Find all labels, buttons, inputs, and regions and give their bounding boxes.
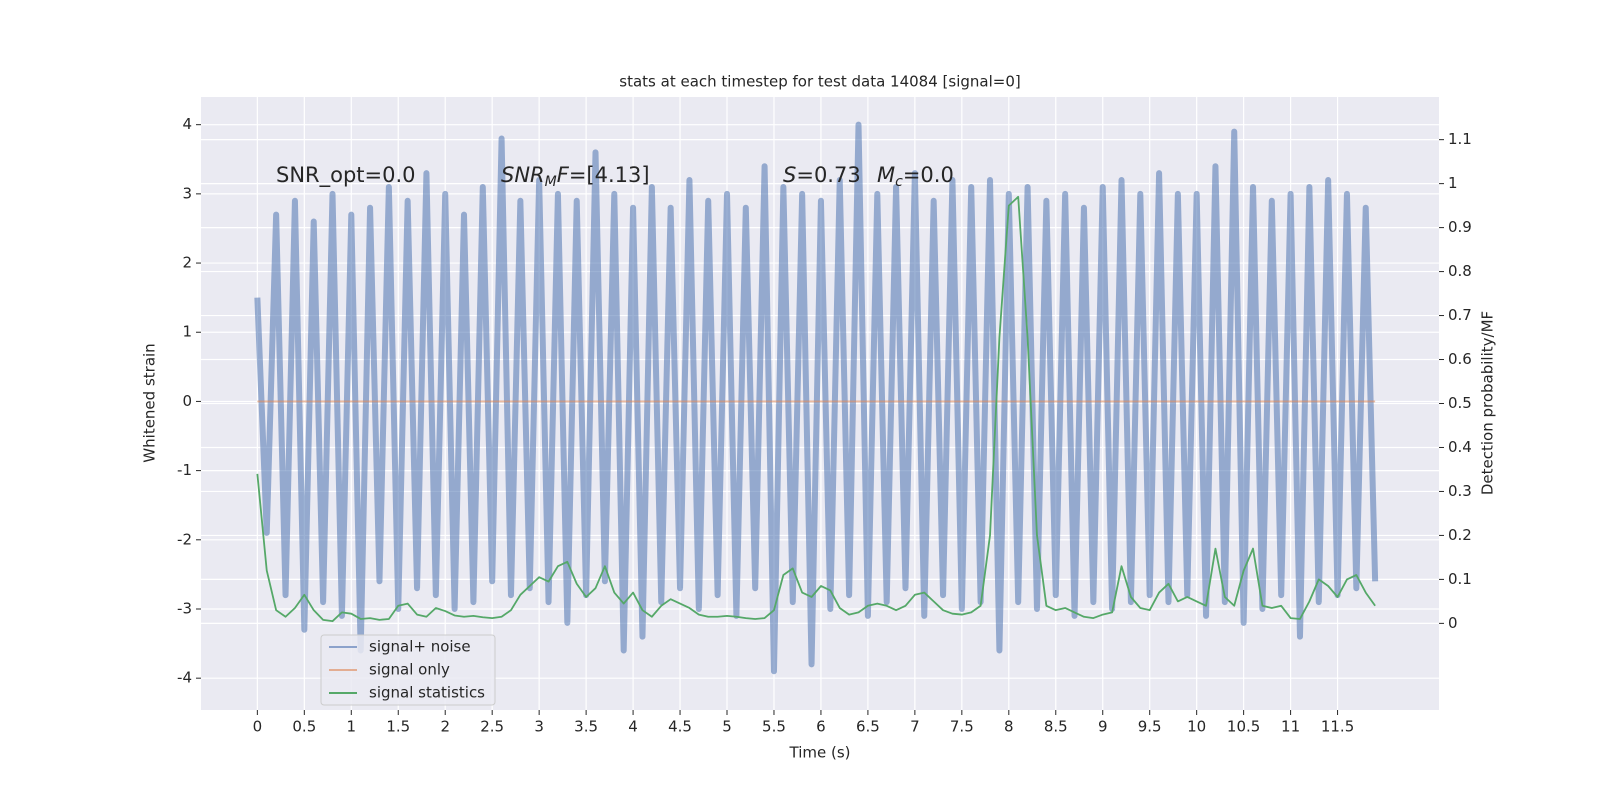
x-tick-label: 5	[722, 718, 732, 736]
y-tick-label: 2	[182, 254, 192, 272]
x-tick-label: 7.5	[950, 718, 974, 736]
x-tick-label: 7	[910, 718, 920, 736]
annotation-part: c	[895, 174, 903, 190]
annotation: Mc=0.0	[877, 163, 954, 190]
y2-tick-label: 0.4	[1448, 438, 1472, 456]
legend-label: signal statistics	[369, 684, 485, 702]
annotation-part: SNR_opt=0.0	[276, 163, 416, 188]
legend-label: signal+ noise	[369, 638, 471, 656]
x-axis-label: Time (s)	[789, 744, 851, 762]
y-tick-label: -2	[177, 530, 192, 548]
y2-tick-label: 0	[1448, 614, 1458, 632]
x-tick-label: 2	[440, 718, 450, 736]
x-tick-label: 6.5	[856, 718, 880, 736]
annotation-part: F	[557, 163, 570, 187]
y-tick-label: -1	[177, 461, 192, 479]
x-tick-label: 9.5	[1138, 718, 1162, 736]
y-axis-label: Whitened strain	[141, 343, 159, 462]
legend-box	[320, 634, 496, 706]
x-tick-label: 4	[628, 718, 638, 736]
annotation-part: SNR	[501, 163, 545, 187]
y-tick-label: -4	[177, 669, 192, 687]
x-tick-label: 0	[253, 718, 263, 736]
x-tick-label: 6	[816, 718, 826, 736]
x-tick-label: 1	[347, 718, 357, 736]
y-tick-label: 3	[182, 184, 192, 202]
y-tick-label: 1	[182, 323, 192, 341]
y-tick-label: -3	[177, 599, 192, 617]
y2-tick-label: 0.8	[1448, 262, 1472, 280]
x-tick-label: 10.5	[1227, 718, 1260, 736]
x-tick-label: 8	[1004, 718, 1014, 736]
series-line	[254, 121, 1379, 675]
annotation-part: S	[783, 163, 796, 187]
annotation-part: =[4.13]	[569, 163, 650, 187]
annotation: S=0.73	[783, 163, 861, 187]
x-tick-label: 3	[534, 718, 544, 736]
annotation: SNRMF=[4.13]	[501, 163, 650, 190]
annotation-part: =0.73	[796, 163, 860, 187]
x-tick-label: 3.5	[574, 718, 598, 736]
y2-tick-label: 0.3	[1448, 482, 1472, 500]
y2-tick-label: 0.5	[1448, 394, 1472, 412]
x-tick-label: 11.5	[1321, 718, 1354, 736]
x-tick-label: 5.5	[762, 718, 786, 736]
x-tick-label: 2.5	[480, 718, 504, 736]
annotation: SNR_opt=0.0	[276, 163, 416, 188]
y2-tick-label: 0.9	[1448, 218, 1472, 236]
chart-title: stats at each timestep for test data 140…	[619, 73, 1020, 91]
x-tick-label: 0.5	[292, 718, 316, 736]
x-tick-label: 11	[1281, 718, 1300, 736]
x-tick-label: 4.5	[668, 718, 692, 736]
y2-tick-label: 1	[1448, 174, 1458, 192]
x-tick-label: 8.5	[1044, 718, 1068, 736]
legend-label: signal only	[369, 661, 450, 679]
annotation-part: M	[545, 174, 557, 190]
x-tick-label: 10	[1187, 718, 1206, 736]
annotation-part: =0.0	[903, 163, 954, 187]
x-tick-label: 9	[1098, 718, 1108, 736]
y2-tick-label: 0.2	[1448, 526, 1472, 544]
y2-tick-label: 1.1	[1448, 130, 1472, 148]
y2-axis-label: Detection probability/MF	[1479, 311, 1497, 495]
series-line	[256, 195, 1376, 623]
y2-tick-label: 0.1	[1448, 570, 1472, 588]
annotation-part: M	[877, 163, 895, 187]
y2-tick-label: 0.7	[1448, 306, 1472, 324]
y-tick-label: 4	[182, 115, 192, 133]
y-tick-label: 0	[182, 392, 192, 410]
x-tick-label: 1.5	[386, 718, 410, 736]
y2-tick-label: 0.6	[1448, 350, 1472, 368]
